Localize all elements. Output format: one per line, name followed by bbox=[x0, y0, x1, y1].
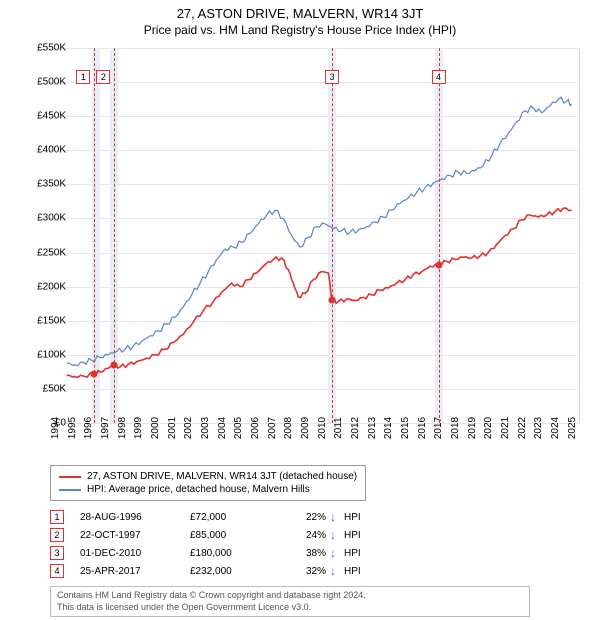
x-tick-label: 2006 bbox=[250, 417, 261, 439]
chart-title: 27, ASTON DRIVE, MALVERN, WR14 3JT bbox=[0, 0, 600, 21]
sale-point-dot bbox=[435, 261, 442, 268]
x-tick-label: 2009 bbox=[300, 417, 311, 439]
legend-label: HPI: Average price, detached house, Malv… bbox=[87, 484, 310, 495]
y-tick-label: £400K bbox=[37, 145, 66, 156]
x-tick-label: 2024 bbox=[550, 417, 561, 439]
x-tick-label: 2020 bbox=[483, 417, 494, 439]
x-tick-label: 2014 bbox=[383, 417, 394, 439]
arrow-down-icon: ↓ bbox=[330, 564, 344, 578]
y-tick-label: £300K bbox=[37, 213, 66, 224]
y-tick-label: £100K bbox=[37, 349, 66, 360]
x-tick-label: 2000 bbox=[150, 417, 161, 439]
x-tick-label: 2015 bbox=[400, 417, 411, 439]
x-tick-label: 2023 bbox=[533, 417, 544, 439]
sale-row: 4 25-APR-2017£232,00032%↓HPI bbox=[50, 562, 374, 580]
x-tick-label: 2008 bbox=[283, 417, 294, 439]
x-tick-label: 2003 bbox=[200, 417, 211, 439]
sale-marker-box: 1 bbox=[76, 70, 90, 84]
x-tick-label: 2021 bbox=[500, 417, 511, 439]
sale-hpi-label: HPI bbox=[344, 512, 374, 523]
x-tick-label: 2002 bbox=[183, 417, 194, 439]
sale-price: £85,000 bbox=[190, 530, 280, 541]
legend-label: 27, ASTON DRIVE, MALVERN, WR14 3JT (deta… bbox=[87, 471, 357, 482]
arrow-down-icon: ↓ bbox=[330, 528, 344, 542]
x-tick-label: 2004 bbox=[217, 417, 228, 439]
legend-box: 27, ASTON DRIVE, MALVERN, WR14 3JT (deta… bbox=[50, 465, 366, 501]
y-tick-label: £50K bbox=[43, 383, 66, 394]
x-tick-label: 2019 bbox=[467, 417, 478, 439]
y-tick-label: £150K bbox=[37, 315, 66, 326]
sale-date: 22-OCT-1997 bbox=[80, 530, 190, 541]
sale-marker-box: 4 bbox=[432, 70, 446, 84]
x-tick-label: 2013 bbox=[367, 417, 378, 439]
legend-swatch bbox=[59, 489, 81, 491]
plot-area: 1994199519961997199819992000200120022003… bbox=[50, 48, 580, 423]
chart-subtitle: Price paid vs. HM Land Registry's House … bbox=[0, 21, 600, 41]
sale-hpi-label: HPI bbox=[344, 548, 374, 559]
sale-row: 3 01-DEC-2010£180,00038%↓HPI bbox=[50, 544, 374, 562]
sale-index-box: 2 bbox=[50, 528, 64, 542]
sale-price: £180,000 bbox=[190, 548, 280, 559]
x-tick-label: 1998 bbox=[117, 417, 128, 439]
arrow-down-icon: ↓ bbox=[330, 546, 344, 560]
x-tick-label: 2016 bbox=[417, 417, 428, 439]
x-tick-label: 2001 bbox=[167, 417, 178, 439]
legend-swatch bbox=[59, 476, 81, 478]
y-tick-label: £0 bbox=[55, 418, 66, 429]
sale-index-box: 4 bbox=[50, 564, 64, 578]
chart-container: 27, ASTON DRIVE, MALVERN, WR14 3JT Price… bbox=[0, 0, 600, 620]
sale-point-dot bbox=[110, 362, 117, 369]
footer-attribution: Contains HM Land Registry data © Crown c… bbox=[50, 586, 530, 617]
x-tick-label: 2010 bbox=[317, 417, 328, 439]
y-tick-label: £500K bbox=[37, 77, 66, 88]
sales-table: 128-AUG-1996£72,00022%↓HPI222-OCT-1997£8… bbox=[50, 508, 374, 580]
sale-date-line bbox=[94, 48, 95, 423]
sale-point-dot bbox=[91, 370, 98, 377]
sale-date: 28-AUG-1996 bbox=[80, 512, 190, 523]
x-tick-label: 2018 bbox=[450, 417, 461, 439]
footer-line-2: This data is licensed under the Open Gov… bbox=[57, 602, 523, 614]
x-tick-label: 2012 bbox=[350, 417, 361, 439]
sale-date: 25-APR-2017 bbox=[80, 566, 190, 577]
series-property bbox=[67, 208, 572, 377]
sale-pct: 22% bbox=[280, 512, 330, 523]
line-series-svg bbox=[50, 48, 580, 423]
series-hpi bbox=[67, 97, 572, 365]
x-tick-label: 1997 bbox=[100, 417, 111, 439]
sale-index-box: 3 bbox=[50, 546, 64, 560]
sale-row: 1 28-AUG-1996£72,00022%↓HPI bbox=[50, 508, 374, 526]
sale-hpi-label: HPI bbox=[344, 566, 374, 577]
footer-line-1: Contains HM Land Registry data © Crown c… bbox=[57, 590, 523, 602]
x-tick-label: 2011 bbox=[333, 417, 344, 439]
x-tick-label: 2005 bbox=[233, 417, 244, 439]
y-tick-label: £250K bbox=[37, 247, 66, 258]
sale-price: £72,000 bbox=[190, 512, 280, 523]
sale-pct: 24% bbox=[280, 530, 330, 541]
sale-date-line bbox=[439, 48, 440, 423]
x-tick-label: 2007 bbox=[267, 417, 278, 439]
y-tick-label: £450K bbox=[37, 111, 66, 122]
sale-pct: 38% bbox=[280, 548, 330, 559]
sale-marker-box: 3 bbox=[325, 70, 339, 84]
sale-index-box: 1 bbox=[50, 510, 64, 524]
sale-hpi-label: HPI bbox=[344, 530, 374, 541]
legend-item: 27, ASTON DRIVE, MALVERN, WR14 3JT (deta… bbox=[59, 470, 357, 483]
arrow-down-icon: ↓ bbox=[330, 510, 344, 524]
sale-date: 01-DEC-2010 bbox=[80, 548, 190, 559]
x-tick-label: 2025 bbox=[567, 417, 578, 439]
legend-item: HPI: Average price, detached house, Malv… bbox=[59, 483, 357, 496]
sale-marker-box: 2 bbox=[96, 70, 110, 84]
sale-price: £232,000 bbox=[190, 566, 280, 577]
x-tick-label: 2022 bbox=[517, 417, 528, 439]
sale-point-dot bbox=[329, 297, 336, 304]
y-tick-label: £350K bbox=[37, 179, 66, 190]
sale-date-line bbox=[332, 48, 333, 423]
sale-pct: 32% bbox=[280, 566, 330, 577]
x-tick-label: 1999 bbox=[133, 417, 144, 439]
x-tick-label: 1995 bbox=[67, 417, 78, 439]
x-tick-label: 1996 bbox=[83, 417, 94, 439]
y-tick-label: £200K bbox=[37, 281, 66, 292]
y-tick-label: £550K bbox=[37, 43, 66, 54]
sale-row: 2 22-OCT-1997£85,00024%↓HPI bbox=[50, 526, 374, 544]
